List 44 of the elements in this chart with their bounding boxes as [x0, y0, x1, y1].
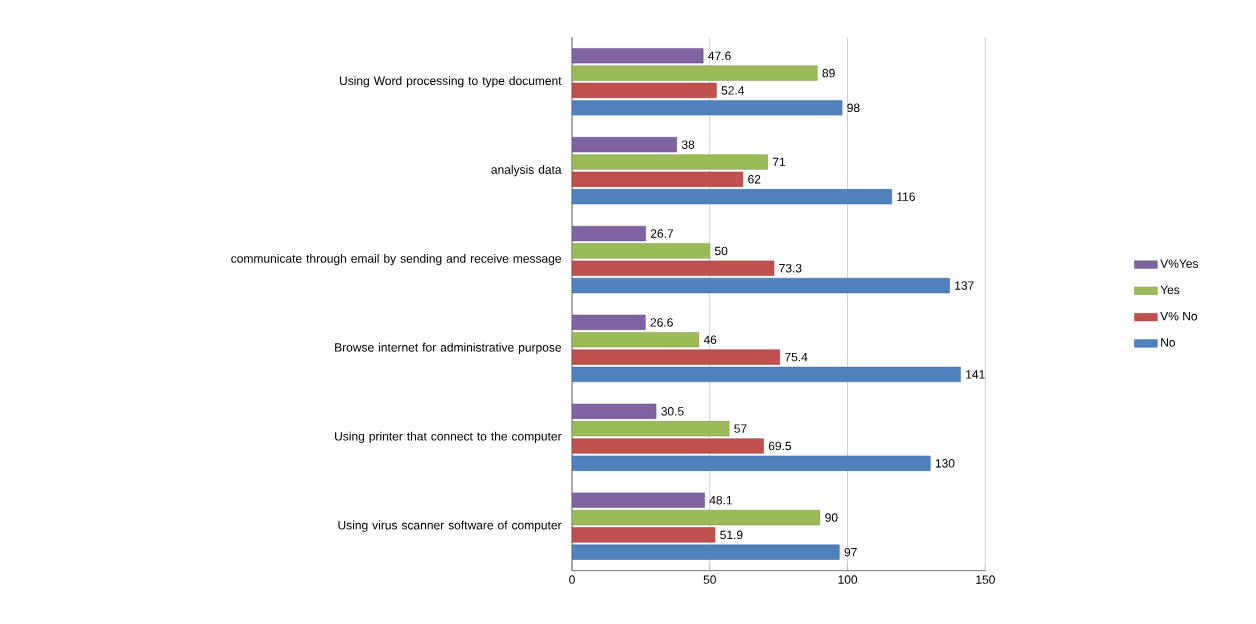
legend-label: V% No: [1160, 312, 1198, 321]
data-label: 38: [681, 140, 695, 149]
data-label: 71: [772, 157, 786, 167]
data-label: 52.4: [721, 86, 745, 95]
data-label: 97: [844, 547, 857, 557]
data-label: 69.5: [768, 441, 792, 451]
x-tick-label: 50: [703, 575, 716, 584]
bar: [572, 243, 711, 259]
data-label: 141: [966, 370, 985, 379]
data-label: 90: [825, 513, 838, 522]
data-label: 89: [822, 68, 835, 78]
legend-label: No: [1161, 338, 1176, 347]
bar: [572, 154, 768, 170]
data-label: 50: [714, 246, 728, 256]
y-tick-label: Browse internet for administrative purpose: [335, 342, 562, 355]
x-tick-label: 100: [838, 575, 858, 584]
data-label: 130: [935, 459, 955, 468]
data-label: 57: [734, 424, 747, 433]
y-tick-label: Using printer that connect to the computer: [335, 431, 562, 443]
data-label: 47.6: [708, 51, 731, 61]
data-label: 137: [955, 281, 974, 290]
data-label: 26.7: [650, 229, 674, 238]
y-tick-label: Using Word processing to type document: [339, 76, 562, 88]
data-label: 116: [897, 192, 915, 201]
bar: [572, 527, 716, 543]
x-tick-label: 150: [976, 575, 995, 584]
legend-label: V%Yes: [1160, 259, 1199, 268]
y-tick-label: communicate through email by sending and receive message: [231, 253, 562, 266]
legend-label: Yes: [1160, 285, 1180, 295]
bar: [572, 438, 764, 454]
data-label: 46: [703, 335, 717, 345]
data-label: 73.3: [779, 263, 802, 273]
y-tick-label: Using virus scanner software of computer: [338, 520, 562, 532]
data-label: 75.4: [785, 352, 808, 362]
data-label: 26.6: [650, 318, 673, 327]
data-label: 30.5: [661, 407, 684, 416]
data-label: 98: [847, 103, 860, 113]
x-tick-label: 0: [569, 575, 575, 584]
y-tick-label: analysis data: [491, 165, 562, 177]
bar: [572, 349, 781, 365]
data-label: 62: [748, 175, 761, 184]
data-label: 48.1: [709, 495, 733, 505]
data-label: 51.9: [720, 530, 743, 540]
bar: [572, 65, 818, 81]
